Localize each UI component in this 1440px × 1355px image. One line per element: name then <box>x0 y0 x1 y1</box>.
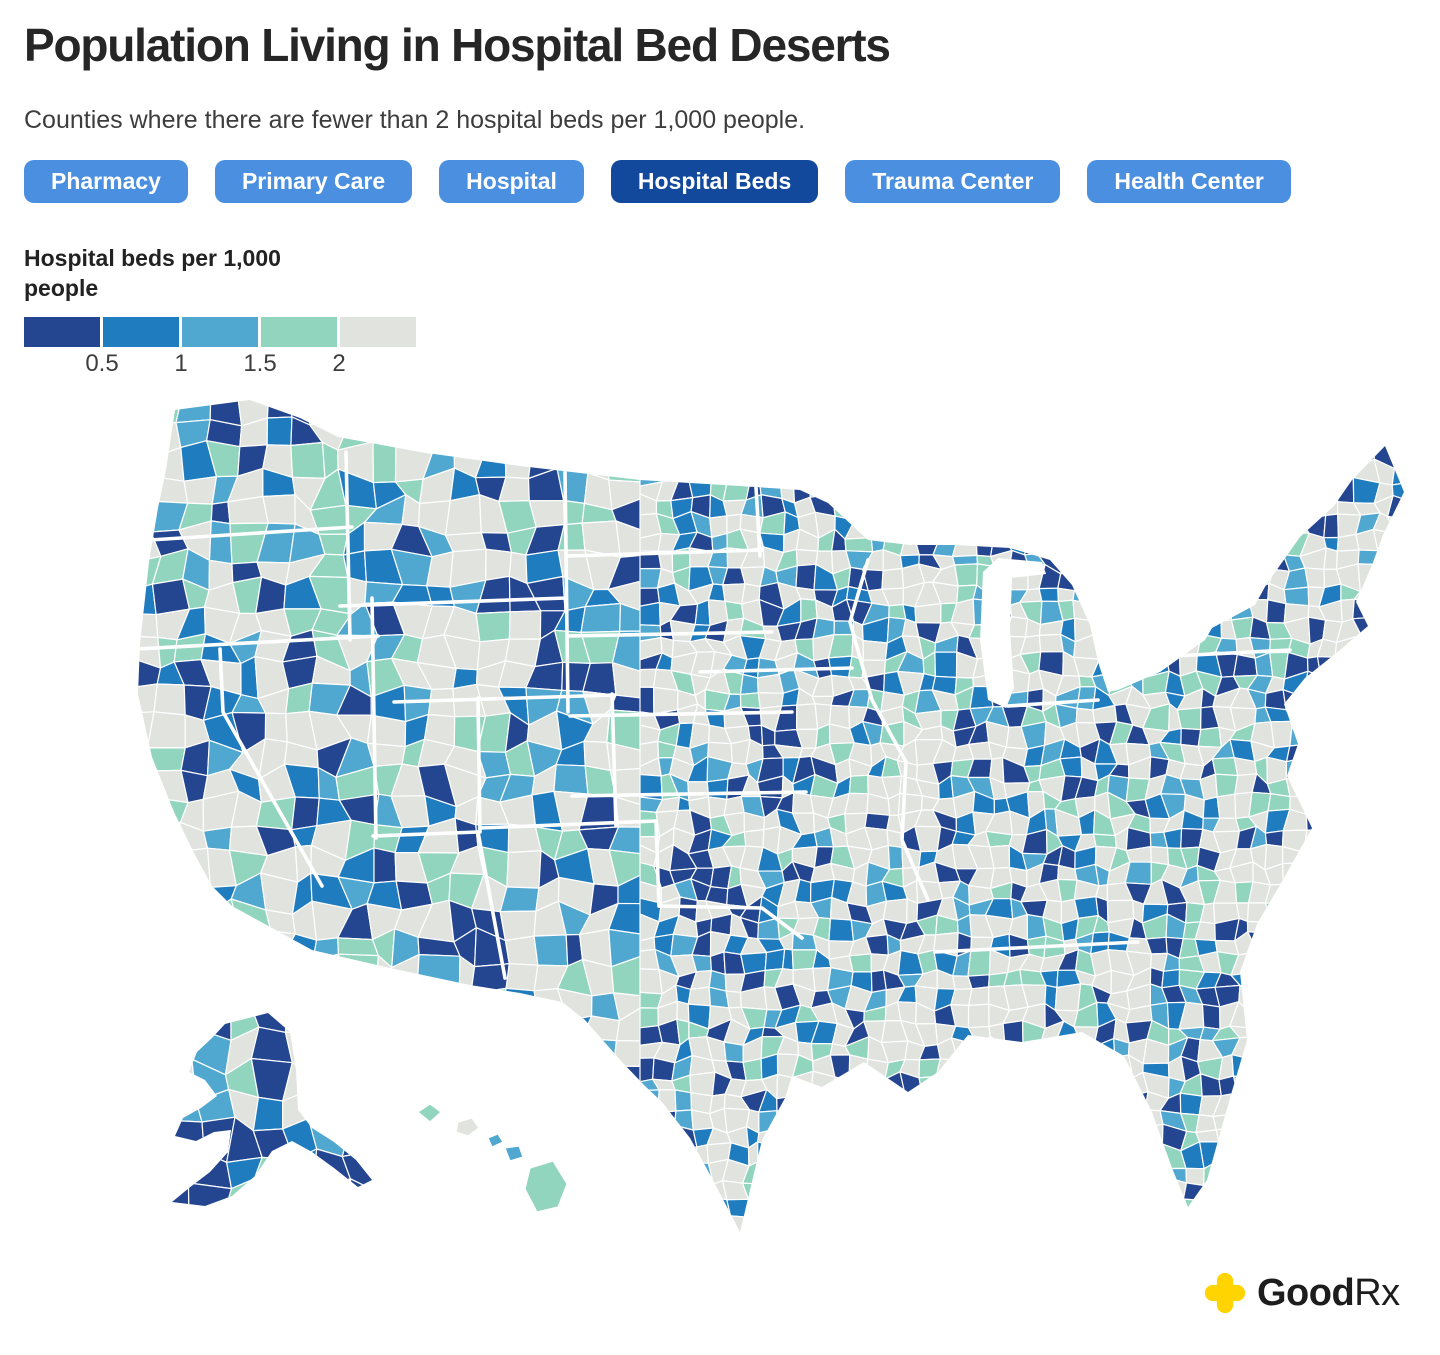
legend: Hospital beds per 1,000 people 0.5 1 1.5… <box>24 243 424 379</box>
goodrx-logo: GoodRx <box>1202 1270 1400 1316</box>
legend-tick: 1 <box>174 349 188 377</box>
filter-button-pharmacy[interactable]: Pharmacy <box>24 160 188 203</box>
filter-button-trauma-center[interactable]: Trauma Center <box>845 160 1061 203</box>
page-title: Population Living in Hospital Bed Desert… <box>24 19 891 71</box>
goodrx-logo-text: GoodRx <box>1257 1272 1400 1315</box>
legend-swatch <box>24 316 100 347</box>
filter-button-row: Pharmacy Primary Care Hospital Hospital … <box>24 160 1291 203</box>
legend-swatch <box>182 316 258 347</box>
legend-swatch <box>103 316 179 347</box>
legend-color-scale <box>24 316 424 347</box>
filter-button-hospital[interactable]: Hospital <box>439 160 584 203</box>
filter-button-primary-care[interactable]: Primary Care <box>214 160 413 203</box>
legend-swatch <box>340 316 416 347</box>
legend-tick: 1.5 <box>243 349 277 377</box>
legend-tick-labels: 0.5 1 1.5 2 <box>24 347 424 379</box>
logo-text-good: Good <box>1257 1271 1355 1314</box>
legend-tick: 2 <box>332 349 346 377</box>
logo-text-rx: Rx <box>1354 1271 1400 1314</box>
filter-button-health-center[interactable]: Health Center <box>1087 160 1291 203</box>
filter-button-hospital-beds[interactable]: Hospital Beds <box>610 160 819 203</box>
legend-title: Hospital beds per 1,000 people <box>24 245 281 302</box>
goodrx-cross-icon <box>1204 1272 1246 1314</box>
legend-swatch <box>261 316 337 347</box>
page-subtitle: Counties where there are fewer than 2 ho… <box>24 106 806 134</box>
legend-tick: 0.5 <box>85 349 119 377</box>
